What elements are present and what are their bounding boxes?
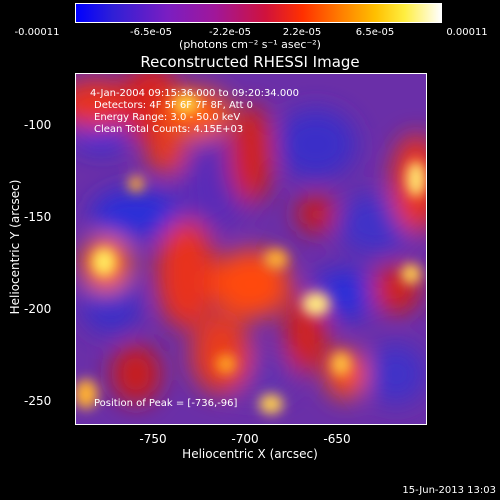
x-tick-label: -650 xyxy=(323,432,351,446)
colorbar-tick: 6.5e-05 xyxy=(355,27,395,38)
y-tick-label: -100 xyxy=(24,118,52,132)
colorbar-tick: -2.2e-05 xyxy=(209,27,251,38)
heatmap-plot: 4-Jan-2004 09:15:36.000 to 09:20:34.000 … xyxy=(75,73,427,425)
y-tick-label: -150 xyxy=(24,210,52,224)
y-tick-label: -200 xyxy=(24,302,52,316)
colorbar-tick: -6.5e-05 xyxy=(130,27,172,38)
y-axis-label: Heliocentric Y (arcsec) xyxy=(8,179,22,315)
y-tick-label: -250 xyxy=(24,394,52,408)
timestamp-footer: 15-Jun-2013 13:03 xyxy=(402,485,496,496)
annotation-clean: Clean Total Counts: 4.15E+03 xyxy=(94,124,244,135)
colorbar-unit: (photons cm⁻² s⁻¹ asec⁻²) xyxy=(179,38,321,51)
x-tick-label: -700 xyxy=(231,432,259,446)
x-axis-label: Heliocentric X (arcsec) xyxy=(182,447,318,461)
chart-title: Reconstructed RHESSI Image xyxy=(140,53,360,71)
annotation-peak: Position of Peak = [-736,-96] xyxy=(94,398,238,409)
colorbar-tick: 2.2e-05 xyxy=(282,27,322,38)
colorbar-tick: -0.00011 xyxy=(14,27,60,38)
x-tick-label: -750 xyxy=(139,432,167,446)
colorbar-tick: 0.00011 xyxy=(446,27,488,38)
colorbar xyxy=(75,3,442,23)
annotation-time: 4-Jan-2004 09:15:36.000 to 09:20:34.000 xyxy=(90,88,299,99)
annotation-energy: Energy Range: 3.0 - 50.0 keV xyxy=(94,112,241,123)
annotation-detectors: Detectors: 4F 5F 6F 7F 8F, Att 0 xyxy=(94,100,254,111)
heatmap-image xyxy=(76,74,426,424)
